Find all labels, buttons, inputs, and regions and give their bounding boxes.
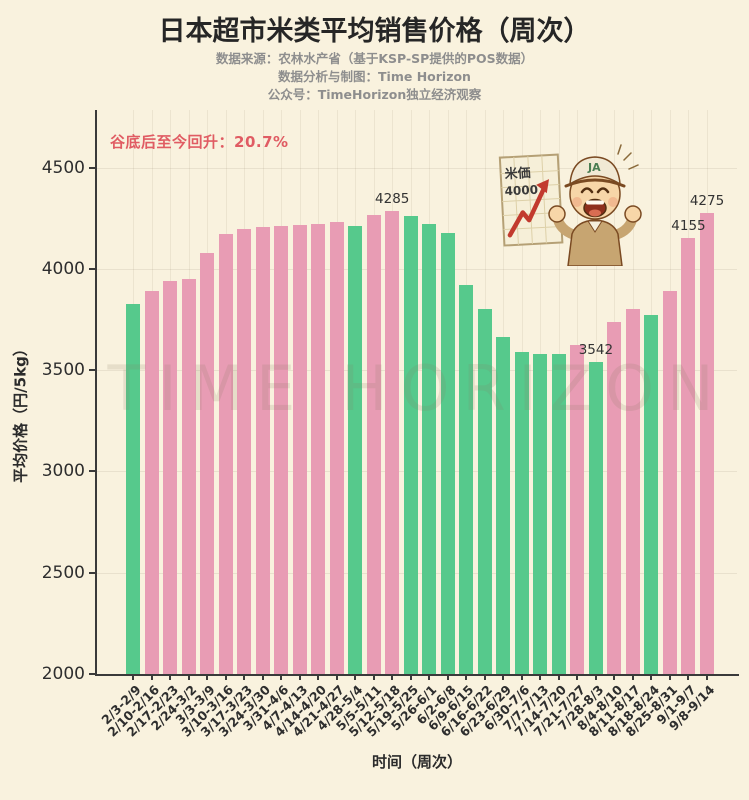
y-tick-label: 2500 [41,562,85,583]
y-tick-mark [89,673,95,675]
bar-5-5-5-11 [366,214,381,674]
x-tick-mark [557,676,560,680]
bar-4-7-4-13 [292,225,307,674]
x-tick-mark [465,676,468,680]
bar-value-label: 4275 [689,193,725,210]
bar-7-28-8-3 [588,361,603,674]
bar-2-10-2-16 [144,290,159,674]
x-tick-mark [354,676,357,680]
bar-3-31-4-6 [274,225,289,674]
bar-4-21-4-27 [329,221,344,674]
x-axis-title: 时间（周次） [371,753,462,771]
bar-9-8-9-14 [700,213,714,674]
mascot-illustration: 米価 4000 JA [498,144,642,266]
x-tick-mark [391,676,394,680]
x-tick-mark [483,676,486,680]
subtitle-data-source: 数据来源：农林水产省（基于KSP-SP提供的POS数据） [215,51,534,66]
x-tick-mark [372,676,375,680]
x-tick-mark [150,676,153,680]
x-tick-mark [520,676,523,680]
bar-2-3-2-9 [126,303,140,674]
mascot-farmer: JA [548,144,642,266]
subtitle-account: 公众号：TimeHorizon独立经济观察 [267,87,482,102]
mascot-poster: 米価 4000 [498,153,564,247]
x-tick-mark [224,676,227,680]
bar-4-28-5-4 [348,225,363,674]
recovery-annotation: 谷底后至今回升：20.7% [110,133,289,151]
bar-7-7-7-13 [533,353,548,674]
x-axis-spine [95,674,739,676]
x-tick-mark [594,676,597,680]
bar-5-26-6-1 [422,223,437,674]
x-tick-mark [335,676,338,680]
bar-3-10-3-16 [218,234,233,674]
x-tick-mark [668,676,671,680]
y-tick-mark [89,369,95,372]
x-tick-mark [132,676,134,680]
x-tick-mark [706,676,708,680]
bar-2-24-3-2 [181,278,196,674]
bar-5-19-5-25 [403,216,418,674]
y-tick-label: 4500 [41,157,85,178]
y-tick-label: 4000 [41,258,85,279]
bar-8-11-8-17 [625,308,640,674]
x-tick-mark [409,676,412,680]
poster-value-text: 4000 [504,183,538,199]
y-axis-spine [95,110,97,676]
x-tick-mark [650,676,653,680]
bar-6-9-6-15 [459,285,474,674]
y-tick-mark [89,470,95,473]
x-tick-mark [631,676,634,680]
bar-value-label: 4155 [671,217,706,234]
bar-value-label: 3542 [578,341,614,358]
bar-3-17-3-23 [237,229,252,674]
x-tick-mark [206,676,209,680]
x-tick-mark [298,676,301,680]
bar-4-14-4-20 [311,224,326,674]
bar-6-23-6-29 [496,336,511,674]
y-axis-title: 平均价格（円/5kg） [11,341,30,483]
y-tick-mark [89,267,95,270]
bar-5-12-5-18 [385,211,400,674]
bar-7-21-7-27 [570,344,585,674]
x-tick-mark [187,676,190,680]
x-tick-mark [687,676,690,680]
x-tick-mark [169,676,172,680]
bar-6-16-6-22 [477,309,492,674]
x-tick-mark [243,676,246,680]
x-tick-mark [280,676,283,680]
x-tick-mark [261,676,264,680]
bar-value-label: 4285 [375,191,410,208]
x-tick-mark [446,676,449,680]
x-tick-mark [502,676,505,680]
x-tick-mark [576,676,579,680]
bar-8-18-8-24 [644,314,659,674]
x-tick-mark [428,676,431,680]
y-tick-mark [89,166,95,169]
y-tick-mark [89,571,95,574]
x-tick-mark [539,676,542,680]
bar-3-24-3-30 [255,227,270,674]
x-tick-mark [613,676,616,680]
chart-title: 日本超市米类平均销售价格（周次） [158,16,591,47]
bar-8-25-8-31 [662,291,677,674]
y-tick-label: 3500 [41,360,85,381]
bar-6-2-6-8 [440,233,455,674]
x-tick-mark [317,676,320,680]
y-tick-label: 2000 [41,664,85,684]
bar-2-17-2-23 [163,281,178,674]
bar-3-3-3-9 [200,253,215,674]
bar-7-14-7-20 [551,354,566,674]
h-gridline [97,167,737,169]
plot-area: TIME HORIZON 2000250030003500400045002/3… [42,110,739,740]
bar-9-1-9-7 [681,237,696,674]
bar-8-4-8-10 [607,322,622,674]
subtitle-author: 数据分析与制图：Time Horizon [278,69,471,84]
chart-subtitles: 数据来源：农林水产省（基于KSP-SP提供的POS数据） 数据分析与制图：Tim… [0,50,749,104]
poster-title-text: 米価 [504,165,531,182]
bar-6-30-7-6 [514,351,529,674]
y-tick-label: 3000 [41,461,85,482]
cap-text: JA [587,161,601,174]
